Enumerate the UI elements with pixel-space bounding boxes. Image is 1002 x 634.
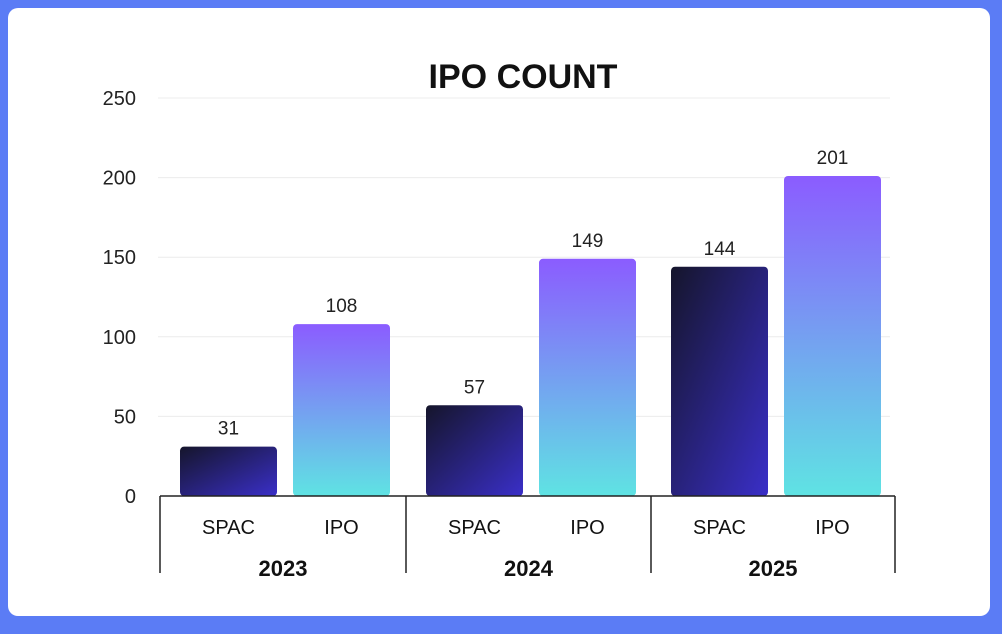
ipo-bar-2024 [539, 258, 636, 496]
category-label: IPO [570, 517, 604, 539]
data-label: 31 [218, 419, 239, 440]
y-tick-label: 150 [103, 247, 136, 269]
spac-bar-2023 [180, 446, 277, 496]
year-label: 2025 [749, 556, 798, 581]
ipo-bar-2023 [293, 324, 390, 496]
ipo-bar-2025 [784, 176, 881, 496]
ipo-count-chart: IPO COUNT 0 50 100 150 200 250 31 108 57 149 144 2… [103, 58, 896, 581]
bar-layer: 31 108 57 149 144 201 [180, 148, 881, 496]
data-label: 108 [326, 296, 358, 317]
y-tick-label: 200 [103, 168, 136, 190]
chart-title: IPO COUNT [429, 58, 618, 96]
category-label: IPO [324, 517, 358, 539]
y-tick-label: 50 [114, 406, 136, 428]
y-tick-label: 250 [103, 88, 136, 110]
category-label: SPAC [202, 517, 255, 539]
year-label: 2024 [504, 556, 554, 581]
spac-bar-2025 [671, 266, 768, 496]
chart-card: IPO COUNT 0 50 100 150 200 250 31 108 57 149 144 2… [8, 8, 990, 616]
data-label: 57 [464, 377, 485, 398]
grid-layer: 0 50 100 150 200 250 [103, 88, 890, 508]
year-label: 2023 [259, 556, 308, 581]
data-label: 144 [704, 239, 736, 260]
y-tick-label: 100 [103, 327, 136, 349]
category-label: SPAC [448, 517, 501, 539]
category-label: IPO [815, 517, 849, 539]
data-label: 149 [572, 231, 604, 252]
category-label: SPAC [693, 517, 746, 539]
spac-bar-2024 [426, 405, 523, 496]
y-tick-label: 0 [125, 486, 136, 508]
data-label: 201 [817, 148, 849, 169]
